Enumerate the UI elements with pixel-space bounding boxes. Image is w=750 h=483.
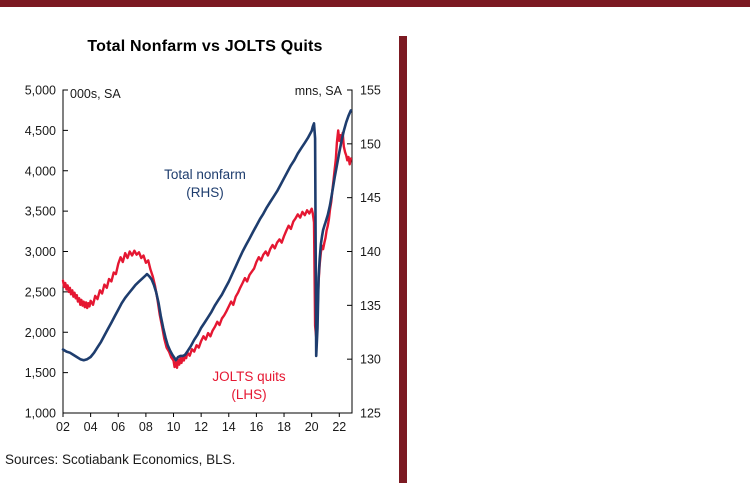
- jolts-series-label: JOLTS quits (LHS): [185, 368, 313, 404]
- line-chart: 1,000 1,500 2,000 2,500 3,000 3,500 4,000 4,500…: [25, 84, 381, 435]
- x-axis-tick-label: 06: [111, 420, 125, 434]
- x-axis-tick-label: 18: [277, 420, 291, 434]
- left-axis-tick-label: 1,000: [25, 407, 56, 421]
- top-accent-bar: [0, 0, 750, 7]
- left-axis-tick-label: 3,500: [25, 205, 56, 219]
- x-axis-tick-label: 16: [249, 420, 263, 434]
- x-axis-tick-label: 22: [332, 420, 346, 434]
- x-axis-tick-label: 14: [222, 420, 236, 434]
- source-note: Sources: Scotiabank Economics, BLS.: [5, 452, 236, 467]
- left-axis-tick-label: 2,500: [25, 285, 56, 299]
- right-axis-tick-label: 150: [360, 137, 381, 151]
- chart-title: Total Nonfarm vs JOLTS Quits: [87, 38, 323, 55]
- x-axis-tick-label: 20: [305, 420, 319, 434]
- right-accent-bar: [399, 36, 407, 483]
- x-axis-tick-label: 04: [84, 420, 98, 434]
- series-line-right: [61, 109, 353, 362]
- jolts-series-label-line2: (LHS): [231, 387, 267, 402]
- nonfarm-series-label-line1: Total nonfarm: [164, 167, 246, 182]
- right-axis-tick-label: 135: [360, 299, 381, 313]
- left-axis-tick-label: 1,500: [25, 366, 56, 380]
- x-axis-tick-label: 12: [194, 420, 208, 434]
- x-axis-tick-label: 02: [56, 420, 70, 434]
- nonfarm-series-label-line2: (RHS): [186, 185, 224, 200]
- right-axis-tick-label: 125: [360, 407, 381, 421]
- left-axis-tick-label: 3,000: [25, 245, 56, 259]
- right-axis-tick-label: 130: [360, 353, 381, 367]
- right-axis-unit-label: mns, SA: [294, 84, 342, 98]
- jolts-series-label-line1: JOLTS quits: [212, 369, 286, 384]
- nonfarm-series-label: Total nonfarm (RHS): [140, 166, 270, 202]
- left-axis-tick-label: 5,000: [25, 84, 56, 98]
- right-axis-tick-label: 155: [360, 84, 381, 98]
- left-axis-tick-label: 2,000: [25, 326, 56, 340]
- right-axis-tick-label: 145: [360, 191, 381, 205]
- right-axis-tick-label: 140: [360, 245, 381, 259]
- left-axis-tick-label: 4,500: [25, 124, 56, 138]
- x-axis-tick-label: 10: [167, 420, 181, 434]
- x-axis-tick-label: 08: [139, 420, 153, 434]
- left-axis-tick-label: 4,000: [25, 164, 56, 178]
- left-axis-unit-label: 000s, SA: [70, 87, 121, 101]
